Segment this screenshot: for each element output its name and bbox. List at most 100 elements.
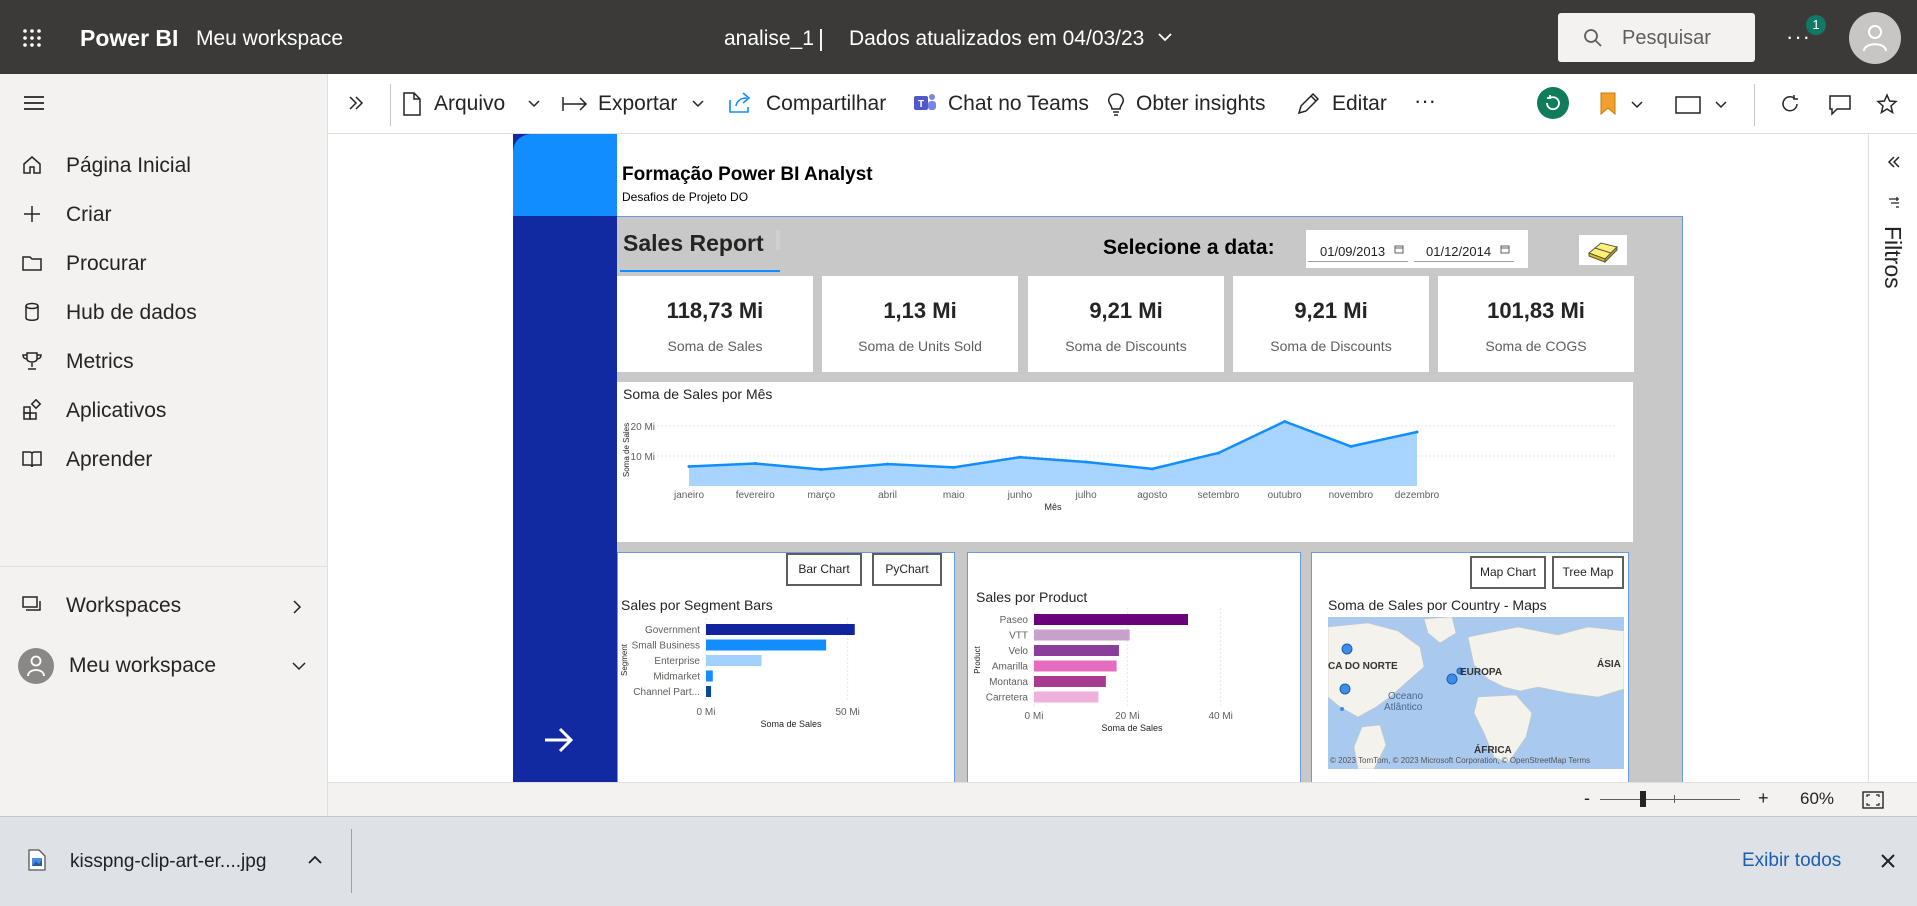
date-start-input[interactable]: 01/09/2013: [1308, 240, 1408, 262]
date-end-input[interactable]: 01/12/2014: [1414, 240, 1514, 262]
x-tick-label: 0 Mi: [697, 707, 716, 718]
brand-name[interactable]: Power BI: [80, 25, 179, 51]
tree-map-button[interactable]: Tree Map: [1552, 556, 1624, 589]
favorite-button[interactable]: [1876, 74, 1900, 134]
clear-filters-button[interactable]: [1579, 235, 1627, 265]
report-page: Formação Power BI Analyst Desafios de Pr…: [513, 134, 1683, 782]
map-bubble: [1456, 667, 1464, 675]
fit-to-page-icon: [1862, 791, 1884, 809]
nav-item-label: Workspaces: [66, 594, 182, 617]
calendar-icon: [1394, 245, 1404, 254]
app-launcher-icon[interactable]: [22, 28, 42, 48]
zoom-slider-track[interactable]: [1600, 799, 1740, 800]
toolbar-divider: [390, 84, 391, 126]
x-tick-label: 50 Mi: [835, 707, 859, 718]
chevron-down-icon[interactable]: [1158, 32, 1172, 42]
view-button[interactable]: [1675, 74, 1735, 134]
edit-button[interactable]: Editar: [1296, 74, 1396, 134]
zoom-in-button[interactable]: +: [1758, 788, 1769, 808]
kpi-value: 1,13 Mi: [883, 298, 957, 323]
line-chart-visual[interactable]: Soma de Sales por Mês 10 Mi 20 Mi janeiro f…: [617, 382, 1633, 542]
export-menu-button[interactable]: Exportar: [562, 74, 712, 134]
hamburger-menu-icon[interactable]: [24, 95, 44, 111]
kpi-card-units-sold[interactable]: 1,13 Mi Soma de Units Sold: [822, 276, 1018, 372]
area-fill: [689, 421, 1417, 486]
category-label: Midmarket: [653, 672, 700, 683]
expand-pane-button[interactable]: [348, 74, 378, 134]
map-bubble: [1340, 707, 1344, 711]
bookmark-button[interactable]: [1599, 74, 1649, 134]
arrow-right-icon[interactable]: [543, 726, 575, 754]
chat-teams-button[interactable]: T Chat no Teams: [912, 74, 1092, 134]
share-icon: [729, 92, 751, 113]
file-menu-button[interactable]: Arquivo: [402, 74, 552, 134]
get-insights-button[interactable]: Obter insights: [1106, 74, 1276, 134]
nav-item-data-hub[interactable]: Hub de dados: [0, 291, 328, 335]
kpi-card-discounts-2[interactable]: 9,21 Mi Soma de Discounts: [1233, 276, 1429, 372]
report-name: analise_1: [724, 27, 814, 50]
export-menu-label: Exportar: [598, 92, 678, 115]
apps-icon: [21, 399, 43, 421]
show-all-downloads-button[interactable]: Exibir todos: [1742, 850, 1842, 871]
bar: [706, 624, 855, 635]
filters-pane[interactable]: Filtros: [1868, 134, 1917, 782]
nav-item-create[interactable]: Criar: [0, 193, 328, 237]
nav-item-home[interactable]: Página Inicial: [0, 144, 328, 188]
category-label: Paseo: [1000, 615, 1029, 626]
map-label: EUROPA: [1460, 667, 1503, 678]
share-button[interactable]: Compartilhar: [728, 74, 898, 134]
person-icon: [1863, 25, 1887, 52]
comment-button[interactable]: [1828, 74, 1854, 134]
product-bar-chart-visual[interactable]: Sales por Product 0 Mi 20 Mi 40 Mi Paseo VTT…: [967, 552, 1301, 782]
user-avatar[interactable]: [1849, 12, 1901, 64]
nav-item-label: Hub de dados: [66, 301, 197, 324]
star-icon: [1876, 93, 1898, 115]
trophy-icon: [21, 350, 43, 372]
zoom-out-button[interactable]: -: [1584, 788, 1590, 808]
file-icon: [403, 92, 421, 116]
bar: [1034, 660, 1117, 672]
zoom-level[interactable]: 60%: [1800, 789, 1835, 808]
bar: [706, 639, 827, 651]
category-label: Small Business: [632, 641, 700, 652]
nav-item-browse[interactable]: Procurar: [0, 242, 328, 286]
x-tick-label: 40 Mi: [1208, 711, 1232, 722]
nav-item-metrics[interactable]: Metrics: [0, 340, 328, 384]
bar-chart-button[interactable]: Bar Chart: [786, 553, 862, 586]
search-input[interactable]: Pesquisar: [1622, 27, 1711, 49]
toolbar-more-button[interactable]: ···: [1414, 74, 1444, 134]
world-map[interactable]: CA DO NORTE EUROPA ÁSIA Oceano Atlântico…: [1328, 617, 1624, 769]
nav-item-my-workspace[interactable]: Meu workspace: [0, 644, 328, 688]
more-options-button[interactable]: ···: [1786, 24, 1811, 49]
kpi-label: Soma de COGS: [1485, 338, 1587, 354]
filters-pane-label: Filtros: [1880, 226, 1906, 289]
nav-item-label: Página Inicial: [66, 154, 191, 177]
category-label: Enterprise: [654, 656, 700, 667]
zoom-slider-thumb[interactable]: [1640, 791, 1646, 807]
segment-bar-chart-visual[interactable]: Bar Chart PyChart Sales por Segment Bars…: [617, 552, 955, 782]
data-point: [1415, 430, 1419, 434]
refresh-button[interactable]: [1780, 74, 1804, 134]
kpi-card-discounts[interactable]: 9,21 Mi Soma de Discounts: [1028, 276, 1224, 372]
kpi-card-cogs[interactable]: 101,83 Mi Soma de COGS: [1438, 276, 1634, 372]
nav-item-learn[interactable]: Aprender: [0, 438, 328, 482]
pie-chart-button[interactable]: PyChart: [872, 553, 942, 586]
category-label: VTT: [1009, 631, 1028, 642]
reset-button[interactable]: [1537, 74, 1571, 134]
x-tick-label: junho: [1007, 490, 1033, 501]
download-divider: [351, 829, 352, 893]
kpi-card-sales[interactable]: 118,73 Mi Soma de Sales: [617, 276, 813, 372]
data-updated-label[interactable]: Dados atualizados em 04/03/23: [849, 27, 1145, 50]
more-options-label: ···: [1414, 88, 1436, 113]
nav-item-apps[interactable]: Aplicativos: [0, 389, 328, 433]
nav-item-workspaces[interactable]: Workspaces: [0, 584, 328, 628]
search-box[interactable]: Pesquisar: [1558, 13, 1755, 62]
map-chart-button[interactable]: Map Chart: [1470, 556, 1546, 589]
breadcrumb-workspace[interactable]: Meu workspace: [196, 27, 344, 50]
map-visual[interactable]: Map Chart Tree Map Soma de Sales por Cou…: [1311, 552, 1629, 782]
reset-icon: [1537, 87, 1569, 119]
downloaded-file-name[interactable]: kisspng-clip-art-er....jpg: [70, 851, 267, 872]
chevron-down-icon: [1631, 101, 1643, 109]
bar: [1034, 629, 1130, 641]
y-axis-title: Product: [973, 645, 982, 673]
